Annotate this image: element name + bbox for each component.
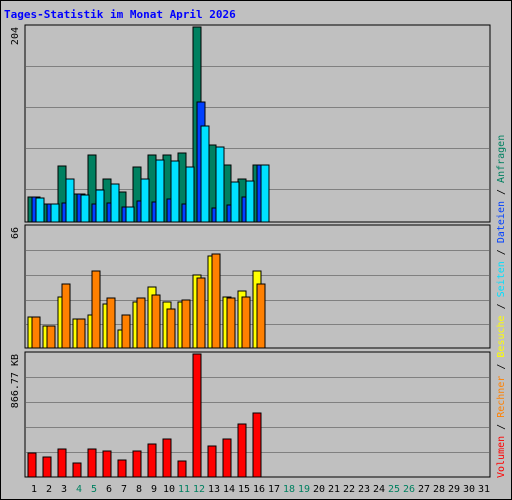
x-tick-label: 26 <box>403 484 415 495</box>
bar-seiten-day-9 <box>155 159 165 223</box>
x-tick-label: 11 <box>178 484 190 495</box>
x-tick-label: 12 <box>193 484 205 495</box>
legend-item-besuche: Besuche <box>496 315 507 357</box>
bar-seiten-day-16 <box>260 164 270 223</box>
bar-volumen-day-4 <box>72 462 82 478</box>
bar-seiten-day-12 <box>200 125 210 223</box>
legend-item-seiten: Seiten <box>496 261 507 297</box>
x-tick-label: 1 <box>31 484 37 495</box>
x-tick-label: 10 <box>163 484 175 495</box>
bar-rechner-day-5 <box>91 270 101 349</box>
bar-rechner-day-9 <box>151 294 161 349</box>
bar-volumen-day-10 <box>162 438 172 478</box>
x-tick-label: 27 <box>418 484 430 495</box>
legend-separator: / <box>496 297 507 315</box>
bar-rechner-day-4 <box>76 318 86 349</box>
legend-item-dateien: Dateien <box>496 201 507 243</box>
x-tick-label: 22 <box>343 484 355 495</box>
bar-volumen-day-1 <box>27 452 37 478</box>
bar-volumen-day-6 <box>102 450 112 478</box>
x-tick-label: 17 <box>268 484 280 495</box>
y-max-label: 866.77 KB <box>10 354 21 408</box>
bar-seiten-day-14 <box>230 181 240 223</box>
bar-volumen-day-13 <box>207 445 217 478</box>
bar-volumen-day-9 <box>147 443 157 478</box>
x-tick-label: 2 <box>46 484 52 495</box>
bar-seiten-day-8 <box>140 178 150 223</box>
legend-separator: / <box>496 358 507 376</box>
bar-seiten-day-10 <box>170 160 180 223</box>
bar-volumen-day-3 <box>57 448 67 478</box>
x-tick-label: 6 <box>106 484 112 495</box>
chart-title: Tages-Statistik im Monat April 2026 <box>4 8 236 21</box>
bar-rechner-day-10 <box>166 308 176 349</box>
x-tick-label: 7 <box>121 484 127 495</box>
x-tick-label: 16 <box>253 484 265 495</box>
bar-rechner-day-16 <box>256 283 266 349</box>
bar-rechner-day-6 <box>106 297 116 349</box>
bar-seiten-day-13 <box>215 146 225 223</box>
bar-seiten-day-2 <box>50 203 60 223</box>
x-tick-label: 24 <box>373 484 385 495</box>
x-tick-label: 3 <box>61 484 67 495</box>
x-tick-label: 9 <box>151 484 157 495</box>
bar-volumen-day-16 <box>252 412 262 478</box>
bar-seiten-day-6 <box>110 183 120 223</box>
bar-seiten-day-3 <box>65 178 75 223</box>
x-tick-label: 8 <box>136 484 142 495</box>
bar-rechner-day-3 <box>61 283 71 349</box>
bar-volumen-day-12 <box>192 353 202 478</box>
bar-volumen-day-7 <box>117 459 127 478</box>
x-tick-label: 5 <box>91 484 97 495</box>
x-tick-label: 15 <box>238 484 250 495</box>
x-tick-label: 23 <box>358 484 370 495</box>
x-tick-label: 28 <box>433 484 445 495</box>
x-tick-label: 20 <box>313 484 325 495</box>
bar-rechner-day-2 <box>46 325 56 349</box>
bar-rechner-day-14 <box>226 297 236 349</box>
bar-seiten-day-11 <box>185 166 195 223</box>
bar-volumen-day-2 <box>42 456 52 478</box>
legend-item-anfragen: Anfragen <box>496 135 507 183</box>
bar-rechner-day-13 <box>211 253 221 349</box>
x-tick-label: 21 <box>328 484 340 495</box>
bar-volumen-day-14 <box>222 438 232 478</box>
bar-volumen-day-11 <box>177 460 187 478</box>
bar-rechner-day-12 <box>196 277 206 349</box>
y-max-label: 204 <box>10 27 21 45</box>
x-tick-label: 13 <box>208 484 220 495</box>
x-tick-label: 14 <box>223 484 235 495</box>
bar-seiten-day-1 <box>35 197 45 223</box>
bar-rechner-day-8 <box>136 297 146 349</box>
x-tick-label: 29 <box>448 484 460 495</box>
legend-right: Volumen / Rechner / Besuche / Seiten / D… <box>496 135 507 478</box>
bar-seiten-day-7 <box>125 206 135 223</box>
legend-separator: / <box>496 418 507 436</box>
x-tick-label: 30 <box>463 484 475 495</box>
bar-rechner-day-15 <box>241 296 251 349</box>
x-tick-label: 31 <box>478 484 490 495</box>
legend-item-rechner: Rechner <box>496 376 507 418</box>
bar-seiten-day-4 <box>80 194 90 223</box>
y-max-label: 66 <box>10 227 21 239</box>
x-tick-label: 18 <box>283 484 295 495</box>
bar-rechner-day-7 <box>121 314 131 349</box>
bar-rechner-day-11 <box>181 299 191 349</box>
legend-separator: / <box>496 243 507 261</box>
bar-seiten-day-5 <box>95 189 105 223</box>
bar-volumen-day-15 <box>237 423 247 478</box>
x-tick-label: 25 <box>388 484 400 495</box>
legend-item-volumen: Volumen <box>496 436 507 478</box>
x-tick-label: 19 <box>298 484 310 495</box>
bar-volumen-day-8 <box>132 450 142 478</box>
legend-separator: / <box>496 183 507 201</box>
x-tick-label: 4 <box>76 484 82 495</box>
bar-seiten-day-15 <box>245 180 255 223</box>
bar-volumen-day-5 <box>87 448 97 478</box>
bar-rechner-day-1 <box>31 316 41 349</box>
